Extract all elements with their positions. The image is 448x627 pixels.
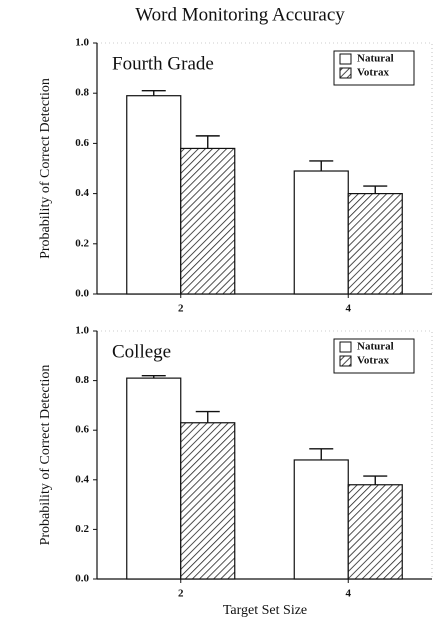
y-tick-label: 0.8 xyxy=(75,87,89,99)
bar xyxy=(293,459,349,580)
y-tick-label: 1.0 xyxy=(75,37,89,49)
legend-label: Votrax xyxy=(357,67,389,79)
x-tick-label: 2 xyxy=(178,303,184,315)
error-bar xyxy=(363,475,388,485)
legend-box xyxy=(333,50,415,86)
x-tick-label: 4 xyxy=(346,303,352,315)
panel-annotation: Fourth Grade xyxy=(112,53,214,74)
error-bar xyxy=(309,448,334,460)
legend-swatch xyxy=(339,67,352,79)
y-tick-label: 0.2 xyxy=(75,523,89,535)
y-tick-label: 0.0 xyxy=(75,288,89,300)
bar xyxy=(180,147,236,295)
y-tick-label: 0.2 xyxy=(75,237,89,249)
y-axis-label: Probability of Correct Detection xyxy=(38,365,53,546)
y-tick-label: 0.6 xyxy=(75,137,89,149)
bar xyxy=(347,193,403,295)
bar xyxy=(180,422,236,580)
x-tick-label: 2 xyxy=(178,588,184,600)
y-tick-label: 1.0 xyxy=(75,325,89,337)
legend-label: Votrax xyxy=(357,355,389,367)
y-axis-label: Probability of Correct Detection xyxy=(38,78,53,259)
bar xyxy=(126,95,182,295)
y-tick-label: 0.4 xyxy=(75,187,89,199)
error-bar xyxy=(195,135,220,149)
bar xyxy=(126,377,182,580)
legend-label: Natural xyxy=(357,341,394,353)
error-bar xyxy=(363,185,388,194)
legend-label: Natural xyxy=(357,53,394,65)
y-tick-label: 0.8 xyxy=(75,374,89,386)
error-bar xyxy=(309,160,334,172)
legend-swatch xyxy=(339,53,352,65)
error-bar xyxy=(195,410,220,423)
y-tick-label: 0.4 xyxy=(75,473,89,485)
y-tick-label: 0.6 xyxy=(75,424,89,436)
panel-annotation: College xyxy=(112,341,171,362)
bar xyxy=(347,484,403,580)
error-bar xyxy=(141,374,166,379)
bar xyxy=(293,170,349,295)
plot-frame xyxy=(96,42,433,295)
x-axis-label: Target Set Size xyxy=(223,603,307,618)
y-tick-label: 0.0 xyxy=(75,573,89,585)
legend-swatch xyxy=(339,341,352,353)
chart-title: Word Monitoring Accuracy xyxy=(135,4,345,25)
error-bar xyxy=(141,89,166,96)
x-tick-label: 4 xyxy=(346,588,352,600)
legend-swatch xyxy=(339,355,352,367)
